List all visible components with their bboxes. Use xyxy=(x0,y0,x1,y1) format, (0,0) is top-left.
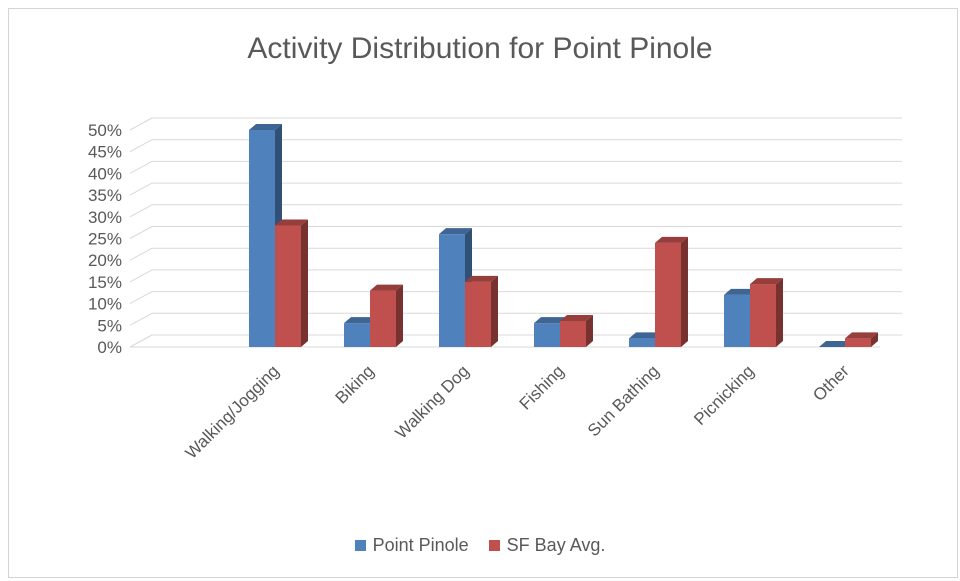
x-tick-label: Other xyxy=(809,361,853,405)
gridline-depth xyxy=(129,117,153,131)
bar-sf-bay-avg-walking-dog xyxy=(465,281,491,347)
bar-point-pinole-fishing-top xyxy=(534,317,567,324)
gridline-depth xyxy=(129,160,153,174)
bar-sf-bay-avg-sun-bathing xyxy=(655,242,681,347)
chart-title: Activity Distribution for Point Pinole xyxy=(247,32,713,65)
bar-sf-bay-avg-fishing-side xyxy=(586,314,593,347)
bar-sf-bay-avg-biking xyxy=(370,290,396,347)
bar-point-pinole-sun-bathing-top xyxy=(629,332,662,339)
y-tick-label: 20% xyxy=(88,251,122,270)
y-tick-label: 0% xyxy=(97,338,122,357)
bar-sf-bay-avg-fishing xyxy=(560,320,586,347)
y-tick-label: 15% xyxy=(88,273,122,292)
gridline-depth xyxy=(129,312,153,326)
bar-sf-bay-avg-other xyxy=(845,338,871,347)
gridline-depth xyxy=(129,139,153,153)
x-tick-label: Walking/Jogging xyxy=(182,361,283,462)
legend-item-sf-bay-avg: SF Bay Avg. xyxy=(488,535,606,556)
gridline-depth xyxy=(129,182,153,196)
bar-sf-bay-avg-walking-dog-top xyxy=(465,275,498,282)
y-tick-label: 35% xyxy=(88,186,122,205)
gridline-depth xyxy=(129,291,153,305)
bar-sf-bay-avg-sun-bathing-side xyxy=(681,236,688,347)
gridline-depth xyxy=(129,269,153,283)
bar-point-pinole-picnicking xyxy=(724,294,750,347)
legend-swatch-point-pinole xyxy=(354,540,366,551)
bar-point-pinole-other-top xyxy=(819,341,852,347)
x-tick-label: Walking Dog xyxy=(392,361,473,442)
x-tick-label: Picnicking xyxy=(690,361,758,429)
y-tick-label: 25% xyxy=(88,230,122,249)
legend-item-point-pinole: Point Pinole xyxy=(354,535,469,556)
y-tick-label: 50% xyxy=(88,121,122,140)
y-tick-label: 5% xyxy=(97,316,122,335)
bar-sf-bay-avg-walking-dog-side xyxy=(491,275,498,347)
gridline-depth xyxy=(129,334,153,348)
bar-point-pinole-biking-top xyxy=(344,317,377,324)
y-tick-label: 30% xyxy=(88,208,122,227)
bar-point-pinole-fishing xyxy=(534,323,560,347)
bar-point-pinole-picnicking-top xyxy=(724,288,757,295)
legend: Point Pinole SF Bay Avg. xyxy=(0,535,960,556)
bar-point-pinole-walking-jogging-top xyxy=(249,124,282,130)
y-tick-label: 40% xyxy=(88,164,122,183)
bar-sf-bay-avg-fishing-top xyxy=(560,314,593,321)
bar-sf-bay-avg-walking-jogging-side xyxy=(301,219,308,347)
bar-point-pinole-walking-dog xyxy=(439,234,465,347)
bar-point-pinole-biking xyxy=(344,323,370,347)
x-tick-label: Sun Bathing xyxy=(584,361,663,440)
gridline-depth xyxy=(129,226,153,239)
bar-point-pinole-walking-dog-top xyxy=(439,228,472,235)
x-tick-label: Biking xyxy=(332,361,378,407)
bar-point-pinole-sun-bathing xyxy=(629,338,655,347)
bar-sf-bay-avg-biking-top xyxy=(370,284,403,291)
gridline-depth xyxy=(129,204,153,218)
y-tick-label: 45% xyxy=(88,143,122,162)
gridline-depth xyxy=(129,247,153,261)
bar-sf-bay-avg-other-side xyxy=(871,332,878,347)
bar-sf-bay-avg-picnicking xyxy=(750,284,776,347)
bar-sf-bay-avg-other-top xyxy=(845,332,878,339)
legend-label-sf-bay-avg: SF Bay Avg. xyxy=(506,535,606,555)
legend-label-point-pinole: Point Pinole xyxy=(372,535,469,555)
bar-sf-bay-avg-walking-jogging xyxy=(275,225,301,347)
bar-sf-bay-avg-picnicking-side xyxy=(776,278,783,347)
bar-sf-bay-avg-walking-jogging-top xyxy=(275,219,308,226)
bar-sf-bay-avg-sun-bathing-top xyxy=(655,236,688,243)
bar-sf-bay-avg-biking-side xyxy=(396,284,403,347)
x-tick-label: Fishing xyxy=(516,361,568,413)
y-tick-label: 10% xyxy=(88,295,122,314)
bar-point-pinole-walking-jogging xyxy=(249,130,275,347)
legend-swatch-sf-bay-avg xyxy=(488,540,500,551)
bar-sf-bay-avg-picnicking-top xyxy=(750,278,783,285)
